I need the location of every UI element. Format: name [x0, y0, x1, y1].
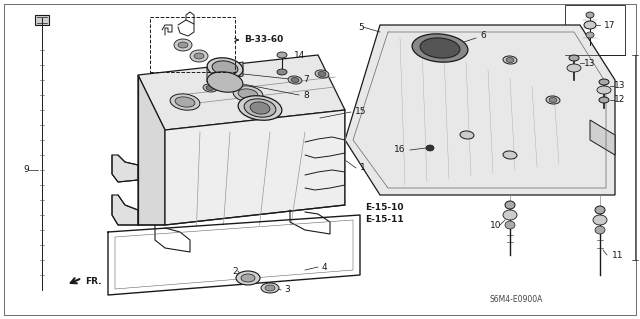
Ellipse shape [194, 53, 204, 59]
Ellipse shape [277, 52, 287, 58]
Polygon shape [35, 15, 49, 25]
Text: 8: 8 [303, 91, 308, 100]
Ellipse shape [315, 70, 329, 78]
Text: E-15-11: E-15-11 [365, 216, 404, 225]
Polygon shape [345, 25, 615, 195]
Text: 16: 16 [394, 145, 406, 154]
Text: S6M4-E0900A: S6M4-E0900A [490, 295, 543, 305]
Ellipse shape [250, 102, 270, 114]
Text: 15: 15 [355, 108, 367, 116]
Ellipse shape [238, 89, 258, 99]
Text: 14: 14 [294, 50, 305, 60]
Ellipse shape [203, 84, 217, 92]
Text: 6: 6 [480, 31, 486, 40]
Ellipse shape [178, 42, 188, 48]
Polygon shape [165, 110, 345, 225]
Ellipse shape [595, 226, 605, 234]
Ellipse shape [265, 285, 275, 291]
Ellipse shape [595, 206, 605, 214]
Ellipse shape [460, 131, 474, 139]
Text: B-33-60: B-33-60 [244, 35, 284, 44]
Ellipse shape [288, 76, 302, 84]
Polygon shape [112, 195, 138, 225]
Text: 17: 17 [604, 20, 616, 29]
Bar [565, 5, 625, 55]
Ellipse shape [505, 201, 515, 209]
Polygon shape [112, 155, 138, 182]
Ellipse shape [233, 86, 263, 102]
Ellipse shape [505, 221, 515, 229]
Ellipse shape [291, 78, 299, 83]
Ellipse shape [190, 50, 208, 62]
Ellipse shape [599, 79, 609, 85]
Bar [150, 17, 235, 72]
Text: E-15-10: E-15-10 [365, 204, 403, 212]
Ellipse shape [206, 85, 214, 91]
Ellipse shape [207, 58, 243, 78]
Ellipse shape [546, 96, 560, 104]
Ellipse shape [236, 271, 260, 285]
Text: FR.: FR. [85, 278, 102, 286]
Ellipse shape [506, 57, 514, 63]
Ellipse shape [567, 64, 581, 72]
Text: 7: 7 [303, 76, 308, 85]
Ellipse shape [586, 12, 594, 18]
Text: 5: 5 [358, 23, 364, 32]
Text: 13: 13 [614, 81, 625, 91]
Ellipse shape [503, 210, 517, 220]
Ellipse shape [207, 72, 243, 92]
Ellipse shape [412, 34, 468, 62]
Ellipse shape [420, 38, 460, 58]
Text: 1: 1 [360, 164, 365, 173]
Ellipse shape [261, 283, 279, 293]
Text: 4: 4 [322, 263, 328, 271]
Ellipse shape [277, 69, 287, 75]
Ellipse shape [586, 32, 594, 38]
Text: 3: 3 [284, 286, 290, 294]
Ellipse shape [212, 61, 238, 75]
Ellipse shape [549, 98, 557, 102]
Ellipse shape [174, 39, 192, 51]
Polygon shape [138, 75, 165, 225]
Ellipse shape [238, 96, 282, 120]
Ellipse shape [244, 99, 276, 117]
Text: 2: 2 [232, 266, 237, 276]
Ellipse shape [241, 274, 255, 282]
Text: 13: 13 [584, 58, 595, 68]
Ellipse shape [175, 97, 195, 107]
Polygon shape [207, 62, 243, 82]
Text: 11: 11 [612, 250, 623, 259]
Text: 12: 12 [614, 95, 625, 105]
Ellipse shape [593, 215, 607, 225]
Polygon shape [138, 55, 345, 130]
Ellipse shape [503, 151, 517, 159]
Ellipse shape [599, 97, 609, 103]
Ellipse shape [426, 145, 434, 151]
Ellipse shape [569, 55, 579, 61]
Ellipse shape [597, 86, 611, 94]
Text: 10: 10 [490, 220, 502, 229]
Ellipse shape [170, 94, 200, 110]
Ellipse shape [503, 56, 517, 64]
Ellipse shape [584, 21, 596, 29]
Polygon shape [590, 120, 615, 155]
Text: 9: 9 [23, 166, 29, 174]
Ellipse shape [318, 71, 326, 77]
